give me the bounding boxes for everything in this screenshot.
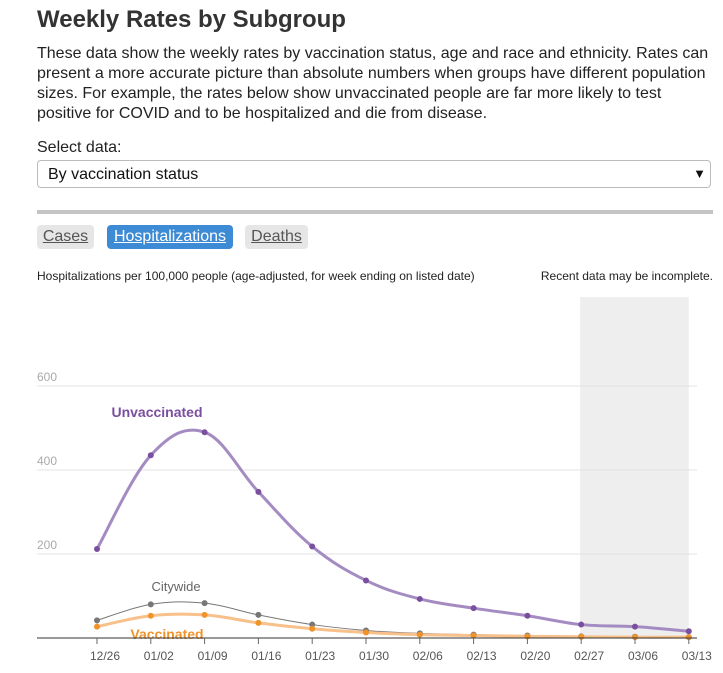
vaccinated-point bbox=[470, 632, 477, 639]
unvaccinated-point bbox=[524, 612, 531, 619]
unvaccinated-point bbox=[309, 543, 316, 550]
select-label: Select data: bbox=[37, 139, 122, 156]
vaccinated-point bbox=[255, 619, 262, 626]
hospitalizations-chart: 200 400 600 Unvaccinated Citywide Vaccinated… bbox=[37, 297, 712, 663]
y-tick-label: 600 bbox=[37, 370, 57, 384]
series-label-vaccinated: Vaccinated bbox=[130, 626, 203, 642]
x-tick-label: 01/09 bbox=[198, 649, 228, 663]
citywide-point bbox=[309, 621, 316, 628]
data-select-dropdown[interactable]: By vaccination status ▼ bbox=[37, 160, 711, 188]
unvaccinated-point bbox=[470, 605, 477, 612]
chevron-down-icon: ▼ bbox=[693, 166, 706, 181]
citywide-point bbox=[201, 600, 208, 607]
vaccinated-point bbox=[94, 623, 100, 630]
citywide-point bbox=[255, 611, 262, 618]
x-tick-label: 01/02 bbox=[144, 649, 174, 663]
tab-cases[interactable]: Cases bbox=[37, 225, 94, 249]
x-tick-label: 02/06 bbox=[413, 649, 443, 663]
unvaccinated-point bbox=[147, 452, 154, 459]
y-tick-label: 400 bbox=[37, 454, 57, 468]
x-tick-label: 01/16 bbox=[251, 649, 281, 663]
x-tick-label: 03/06 bbox=[628, 649, 658, 663]
x-tick-label: 02/27 bbox=[574, 649, 604, 663]
vaccinated-point bbox=[632, 634, 638, 641]
page-title: Weekly Rates by Subgroup bbox=[37, 6, 346, 33]
vaccinated-point bbox=[147, 612, 154, 619]
unvaccinated-point bbox=[632, 623, 638, 630]
y-tick-label: 200 bbox=[37, 538, 57, 552]
citywide-point bbox=[94, 617, 100, 624]
unvaccinated-point bbox=[578, 621, 585, 628]
unvaccinated-point bbox=[255, 488, 262, 495]
x-tick-label: 01/23 bbox=[305, 649, 335, 663]
x-tick-label: 02/20 bbox=[520, 649, 550, 663]
unvaccinated-point bbox=[363, 577, 369, 584]
chart-caption: Hospitalizations per 100,000 people (age… bbox=[37, 269, 475, 283]
page-description: These data show the weekly rates by vacc… bbox=[37, 45, 709, 122]
x-tick-label: 01/30 bbox=[359, 649, 389, 663]
vaccinated-point bbox=[685, 634, 692, 641]
unvaccinated-point bbox=[416, 595, 423, 602]
citywide-point bbox=[147, 601, 154, 608]
incomplete-data-note: Recent data may be incomplete. bbox=[540, 269, 713, 283]
x-tick-label: 02/13 bbox=[467, 649, 497, 663]
tab-deaths[interactable]: Deaths bbox=[245, 225, 308, 249]
series-label-unvaccinated: Unvaccinated bbox=[111, 404, 202, 420]
incomplete-data-band bbox=[580, 297, 689, 638]
vaccinated-point bbox=[309, 625, 316, 632]
unvaccinated-point bbox=[201, 429, 208, 436]
tab-hospitalizations[interactable]: Hospitalizations bbox=[107, 225, 233, 249]
vaccinated-line bbox=[96, 612, 689, 639]
vaccinated-point bbox=[201, 611, 208, 618]
vaccinated-point bbox=[416, 631, 423, 638]
series-label-citywide: Citywide bbox=[151, 579, 200, 594]
unvaccinated-point bbox=[94, 545, 100, 552]
x-tick-label: 12/26 bbox=[90, 649, 120, 663]
x-tick-label: 03/13 bbox=[682, 649, 712, 663]
unvaccinated-point bbox=[685, 628, 692, 635]
section-divider bbox=[37, 210, 713, 214]
vaccinated-point bbox=[363, 629, 369, 636]
select-value: By vaccination status bbox=[48, 166, 199, 183]
